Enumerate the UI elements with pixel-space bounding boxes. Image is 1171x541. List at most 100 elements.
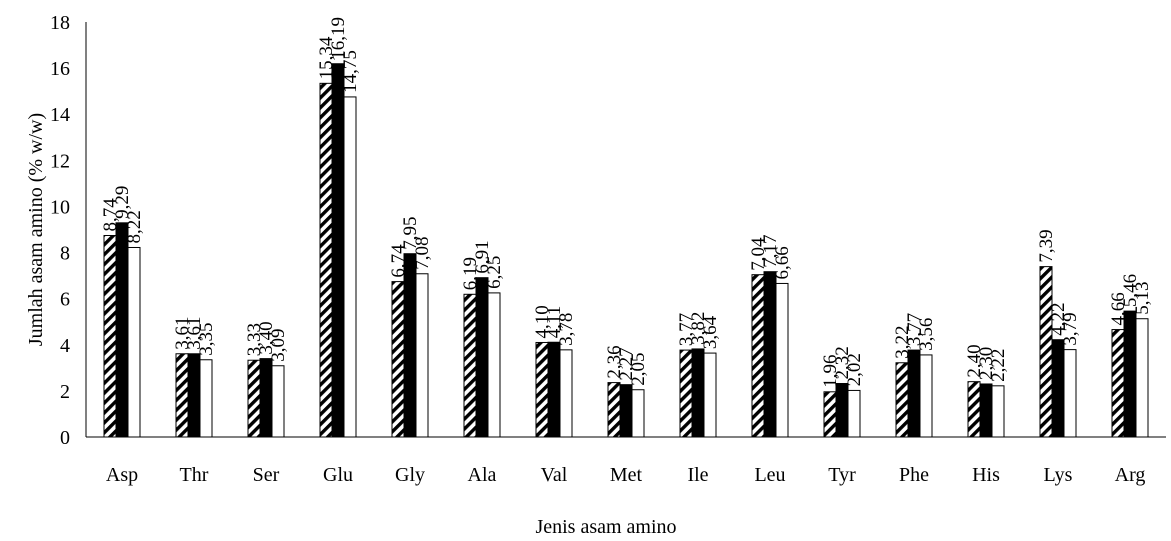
data-label: 3,22 [892, 326, 913, 359]
y-axis-title: Jumlah asam amino (% w/w) [25, 113, 47, 346]
bar [559, 349, 573, 438]
y-tick-label: 2 [60, 381, 70, 403]
x-tick-label: Ser [253, 464, 280, 486]
x-tick-label: Asp [106, 464, 138, 486]
y-tick-label: 10 [50, 196, 70, 218]
data-label: 9,29 [112, 186, 133, 219]
data-label: 5,13 [1132, 281, 1153, 314]
x-tick-label: Thr [180, 464, 209, 486]
bar [415, 273, 429, 438]
data-label: 4,10 [532, 305, 553, 338]
bars [103, 63, 1149, 438]
data-label: 4,66 [1108, 292, 1129, 325]
bar [175, 353, 189, 438]
bar [979, 383, 993, 438]
data-label: 8,22 [124, 210, 145, 243]
y-axis-ticks: 0 2 4 6 8 10 12 14 16 18 [50, 12, 70, 449]
x-tick-label: Lys [1044, 464, 1073, 486]
bar [895, 362, 909, 438]
data-label: 7,95 [400, 216, 421, 249]
bar [907, 349, 921, 438]
x-tick-label: Ile [687, 464, 708, 486]
y-tick-label: 0 [60, 427, 70, 449]
bar [679, 349, 693, 438]
data-label: 5,46 [1120, 274, 1141, 307]
x-tick-label: Leu [754, 464, 785, 486]
data-label: 3,40 [256, 321, 277, 354]
data-label: 3,61 [184, 317, 205, 350]
data-label: 6,25 [484, 256, 505, 289]
data-label: 7,39 [1036, 229, 1057, 262]
bar [991, 385, 1005, 438]
bar [619, 384, 633, 438]
bar [847, 389, 861, 438]
data-label: 6,74 [388, 244, 409, 278]
x-tick-label: Tyr [828, 464, 856, 486]
y-tick-label: 4 [60, 335, 70, 357]
bar [391, 281, 405, 438]
x-axis-title: Jenis asam amino [535, 516, 676, 538]
bar [751, 274, 765, 438]
data-label: 3,77 [676, 313, 697, 346]
x-axis-categories: Asp Thr Ser Glu Gly Ala Val Met Ile Leu Tyr Phe His L… [106, 464, 1145, 486]
y-tick-label: 18 [50, 12, 70, 34]
data-label: 1,96 [820, 355, 841, 388]
data-label: 3,35 [196, 323, 217, 356]
bar [823, 391, 837, 438]
data-label: 3,64 [700, 315, 721, 349]
x-tick-label: Val [541, 464, 568, 486]
data-label: 4,22 [1048, 302, 1069, 335]
bar [691, 348, 705, 438]
data-label: 2,30 [976, 347, 997, 380]
x-tick-label: Glu [323, 464, 353, 486]
data-label: 3,82 [688, 312, 709, 345]
x-tick-label: Gly [395, 464, 425, 486]
bar [775, 282, 789, 438]
bar [187, 353, 201, 438]
bar [1111, 329, 1125, 438]
bar [463, 293, 477, 438]
bar [271, 365, 285, 438]
bar [103, 234, 117, 438]
data-label: 7,17 [760, 234, 781, 267]
bar [1123, 310, 1137, 438]
y-tick-label: 16 [50, 58, 70, 80]
bar [199, 359, 213, 438]
data-label: 14,75 [340, 50, 361, 93]
data-label: 2,02 [844, 353, 865, 386]
bar [247, 359, 261, 438]
data-label: 15,34 [316, 36, 337, 79]
bar [127, 246, 141, 438]
bar [487, 292, 501, 438]
data-label: 3,78 [556, 313, 577, 346]
data-label: 2,27 [616, 347, 637, 380]
bar [763, 271, 777, 438]
bar [331, 63, 345, 438]
bar [631, 389, 645, 438]
bar [1063, 349, 1077, 438]
y-tick-label: 8 [60, 243, 70, 265]
bar [919, 354, 933, 438]
data-label: 8,74 [100, 198, 121, 232]
bar [1039, 266, 1053, 438]
bar [1051, 339, 1065, 438]
y-tick-label: 14 [50, 104, 70, 126]
data-label: 3,56 [916, 318, 937, 351]
data-label: 2,05 [628, 352, 649, 385]
x-tick-label: Phe [899, 464, 929, 486]
x-tick-label: Met [610, 464, 643, 486]
data-labels: 8,749,298,22 3,613,613,35 3,333,403,09 15,3… [100, 17, 1153, 388]
bar [1135, 318, 1149, 438]
data-label: 2,32 [832, 346, 853, 379]
bar [475, 277, 489, 438]
data-label: 3,33 [244, 323, 265, 356]
bar [343, 96, 357, 438]
bar [259, 358, 273, 438]
bar [535, 341, 549, 438]
data-label: 6,66 [772, 246, 793, 279]
data-label: 2,22 [988, 349, 1009, 382]
x-tick-label: Arg [1115, 464, 1146, 486]
bar [115, 222, 129, 438]
data-label: 2,40 [964, 344, 985, 377]
